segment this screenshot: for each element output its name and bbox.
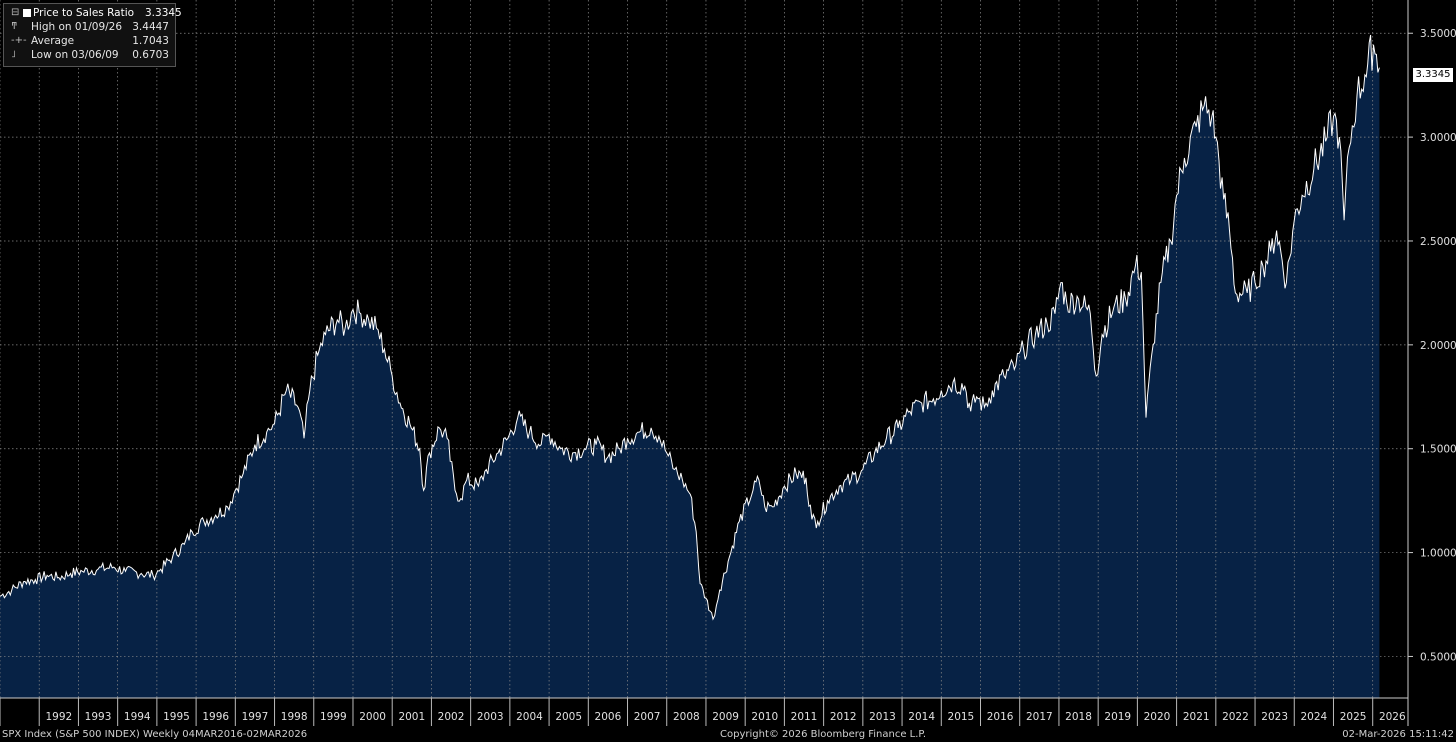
high-marker-icon: ͳ <box>11 21 18 32</box>
legend-item-series: ⊟ Price to Sales Ratio 3.3345 <box>9 6 182 20</box>
x-tick-label: 2023 <box>1261 711 1288 723</box>
legend-item-high: ͳ High on 01/09/26 3.4447 <box>9 20 171 34</box>
x-tick-label: 2026 <box>1379 711 1406 723</box>
x-tick-label: 2020 <box>1144 711 1171 723</box>
x-tick-label: 2013 <box>869 711 896 723</box>
legend: ⊟ Price to Sales Ratio 3.3345 ͳ High on … <box>3 3 182 67</box>
x-tick-label: 2006 <box>595 711 622 723</box>
x-tick-label: 1995 <box>163 711 190 723</box>
average-line-icon: -+- <box>11 35 27 46</box>
y-axis: 3.5000 3.0000 2.5000 2.0000 1.5000 1.0000 0.50… <box>1408 28 1456 663</box>
legend-value: 0.6703 <box>132 49 169 61</box>
x-tick-label: 2003 <box>477 711 504 723</box>
legend-value: 3.3345 <box>145 7 182 19</box>
x-tick-label: 2005 <box>555 711 582 723</box>
y-tick-label: 3.0000 <box>1420 132 1456 144</box>
x-tick-label: 1997 <box>242 711 269 723</box>
x-tick-label: 2004 <box>516 711 543 723</box>
legend-value: 3.4447 <box>132 21 169 33</box>
series-color-swatch <box>23 9 31 17</box>
x-tick-label: 2010 <box>751 711 778 723</box>
grid-lines <box>0 0 1408 698</box>
y-tick-label: 3.5000 <box>1420 28 1456 40</box>
x-tick-label: 2019 <box>1104 711 1131 723</box>
x-tick-label: 2025 <box>1340 711 1367 723</box>
series-area <box>0 35 1380 698</box>
x-tick-label: 2009 <box>712 711 739 723</box>
footer-security-info: SPX Index (S&P 500 INDEX) Weekly 04MAR20… <box>2 729 308 740</box>
x-tick-label: 1994 <box>124 711 151 723</box>
x-tick-label: 2024 <box>1301 711 1328 723</box>
footer-copyright: Copyright© 2026 Bloomberg Finance L.P. <box>720 729 927 740</box>
footer-timestamp: 02-Mar-2026 15:11:42 <box>1342 729 1454 740</box>
x-tick-label: 2017 <box>1026 711 1053 723</box>
legend-label: Price to Sales Ratio <box>33 7 135 19</box>
collapse-icon[interactable]: ⊟ <box>11 7 20 18</box>
legend-value: 1.7043 <box>132 35 169 47</box>
footer: SPX Index (S&P 500 INDEX) Weekly 04MAR20… <box>0 728 1456 742</box>
x-tick-label: 1996 <box>202 711 229 723</box>
x-tick-label: 2016 <box>987 711 1014 723</box>
y-tick-label: 1.5000 <box>1420 444 1456 456</box>
axes <box>0 0 1409 726</box>
legend-item-low: ˩ Low on 03/06/09 0.6703 <box>9 48 171 62</box>
x-tick-label: 2022 <box>1222 711 1249 723</box>
y-tick-label: 0.5000 <box>1420 651 1456 663</box>
x-tick-label: 2012 <box>830 711 857 723</box>
legend-label: High on 01/09/26 <box>31 21 123 33</box>
x-tick-label: 1998 <box>281 711 308 723</box>
x-tick-label: 2002 <box>438 711 465 723</box>
low-marker-icon: ˩ <box>11 49 16 60</box>
x-axis: 1992 1993 1994 1995 1996 1997 1998 1999 2000 2001… <box>0 698 1406 726</box>
legend-label: Low on 03/06/09 <box>31 49 119 61</box>
x-tick-label: 1999 <box>320 711 347 723</box>
x-tick-label: 2001 <box>398 711 425 723</box>
x-tick-label: 2008 <box>673 711 700 723</box>
x-tick-label: 2000 <box>359 711 386 723</box>
x-tick-label: 2014 <box>908 711 935 723</box>
x-tick-label: 2011 <box>791 711 818 723</box>
last-value-label: 3.3345 <box>1413 68 1453 82</box>
x-tick-label: 2007 <box>634 711 661 723</box>
series-line <box>0 34 1380 621</box>
x-tick-label: 2015 <box>948 711 975 723</box>
x-tick-label: 2021 <box>1183 711 1210 723</box>
x-tick-label: 2018 <box>1065 711 1092 723</box>
x-tick-label: 1993 <box>85 711 112 723</box>
y-tick-label: 1.0000 <box>1420 548 1456 560</box>
legend-item-average: -+- Average 1.7043 <box>9 34 171 48</box>
x-tick-label: 1992 <box>45 711 72 723</box>
y-tick-label: 2.5000 <box>1420 236 1456 248</box>
y-tick-label: 2.0000 <box>1420 340 1456 352</box>
legend-label: Average <box>31 35 75 47</box>
